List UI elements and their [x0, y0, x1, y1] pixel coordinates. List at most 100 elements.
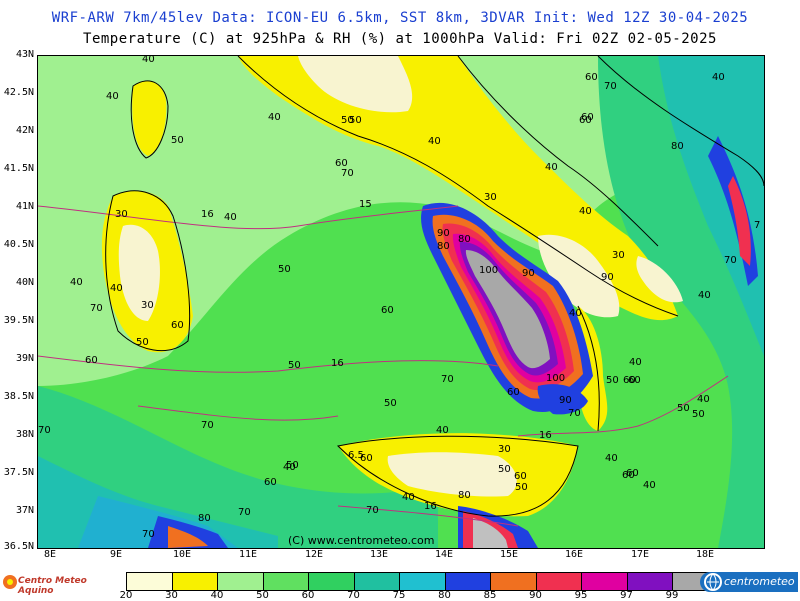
isotherm-line	[517, 375, 729, 437]
lat-label: 37N	[15, 505, 34, 516]
rh-label: 40	[402, 492, 415, 503]
rh-label: 40	[579, 206, 592, 217]
colorbar-tick-label: 85	[483, 590, 497, 601]
apulia-dry	[538, 234, 620, 318]
rh-85-messina	[537, 384, 588, 415]
rh-label: 30	[115, 209, 128, 220]
lat-label: 41N	[15, 201, 34, 212]
globe-logo-icon	[704, 573, 722, 591]
rh-label: 40	[605, 453, 618, 464]
rh-label: 40	[643, 480, 656, 491]
rh-label: 70	[38, 425, 51, 436]
lat-label: 43N	[15, 49, 34, 60]
colorbar-segment	[263, 573, 309, 590]
colorbar-segment	[400, 573, 446, 590]
rh-label: 60	[623, 375, 636, 386]
lon-label: 15E	[499, 549, 519, 560]
rh-label: 60	[381, 305, 394, 316]
rh-label: 30	[141, 300, 154, 311]
colorbar-tick-label: 95	[574, 590, 588, 601]
rh-label: 50	[692, 409, 705, 420]
colorbar-strip	[126, 572, 720, 591]
rh-label: 16	[424, 501, 437, 512]
lat-label: 39.5N	[3, 315, 34, 326]
rh-label: 60	[581, 112, 594, 123]
lat-label: 37.5N	[3, 467, 34, 478]
coastline	[457, 56, 659, 247]
rh-label: 100	[546, 373, 566, 384]
rh-label: 60	[85, 355, 98, 366]
colorbar-segment	[582, 573, 628, 590]
rh-label: 60	[628, 375, 641, 386]
rh-label: 70	[366, 505, 379, 516]
rh-label: 70	[201, 420, 214, 431]
rh-label: 40	[224, 212, 237, 223]
rh-label: 40	[436, 425, 449, 436]
isotherm-line	[38, 205, 459, 230]
rh-label: 80	[198, 513, 211, 524]
lon-label: 12E	[304, 549, 324, 560]
colorbar-segment	[309, 573, 355, 590]
rh-label: 70	[341, 168, 354, 179]
rh-label: 16	[331, 358, 344, 369]
left-logo-text: Centro Meteo Aquino	[18, 576, 87, 596]
lat-label: 42N	[15, 125, 34, 136]
coastline	[336, 435, 579, 517]
rh-label: 40	[268, 112, 281, 123]
weather-map[interactable]: 40 40 50 30 16 40 40 40 70 30 60 50 60 5…	[37, 55, 765, 549]
lat-label: 40.5N	[3, 239, 34, 250]
thermometer-logo-icon	[3, 575, 17, 589]
coastline	[105, 190, 191, 352]
rh-label: 80	[437, 241, 450, 252]
rh-label: 80	[458, 234, 471, 245]
rh-label: 40	[142, 55, 155, 65]
rh-label: 40	[629, 357, 642, 368]
rh-label: 50	[341, 115, 354, 126]
map-title-line1: WRF-ARW 7km/45lev Data: ICON-EU 6.5km, S…	[51, 10, 749, 26]
rh-label: 16	[201, 209, 214, 220]
isotherm-line	[337, 505, 519, 527]
lat-label: 42.5N	[3, 87, 34, 98]
rh-label: 40	[712, 72, 725, 83]
lat-label: 38.5N	[3, 391, 34, 402]
rh-label: 60	[585, 72, 598, 83]
rh-90-region-sw	[168, 526, 208, 548]
rh-label: 50	[349, 115, 362, 126]
colorbar-tick-label: 60	[301, 590, 315, 601]
rh-label: 90	[601, 272, 614, 283]
rh-60-region	[38, 56, 764, 386]
rh-label: 50	[136, 337, 149, 348]
corsica-land	[132, 81, 167, 156]
rh-label: 90	[437, 228, 450, 239]
colorbar-tick-label: 80	[438, 590, 451, 601]
colorbar-tick-label: 70	[347, 590, 360, 601]
rh-label: 40	[70, 277, 83, 288]
rh-label: 70	[238, 507, 251, 518]
lon-label: 13E	[369, 549, 389, 560]
isotherm-line	[38, 355, 499, 373]
italy-dry-north	[298, 56, 413, 113]
lon-label: 14E	[434, 549, 454, 560]
rh-label: 40	[283, 462, 296, 473]
map-canvas	[38, 56, 764, 548]
rh-label: 50	[288, 360, 301, 371]
sardinia-dry	[118, 224, 160, 321]
rh-label: 16	[539, 430, 552, 441]
rh-label: 60	[514, 471, 527, 482]
rh-label: 50	[286, 460, 299, 471]
colorbar-tick-label: 30	[165, 590, 178, 601]
rh-label: 40	[428, 136, 441, 147]
rh-100-south	[473, 518, 508, 548]
colorbar-segment	[218, 573, 264, 590]
salento-dry	[636, 256, 683, 303]
rh-label: 60	[507, 387, 520, 398]
rh-label: 70	[724, 255, 737, 266]
rh-label: 7	[754, 220, 761, 231]
rh-label: 40	[569, 308, 582, 319]
lon-label: 8E	[43, 549, 57, 560]
rh-label: 70	[604, 81, 617, 92]
rh-label: 50	[384, 398, 397, 409]
rh-label: 40	[698, 290, 711, 301]
lon-label: 9E	[109, 549, 123, 560]
colorbar-segment	[172, 573, 218, 590]
